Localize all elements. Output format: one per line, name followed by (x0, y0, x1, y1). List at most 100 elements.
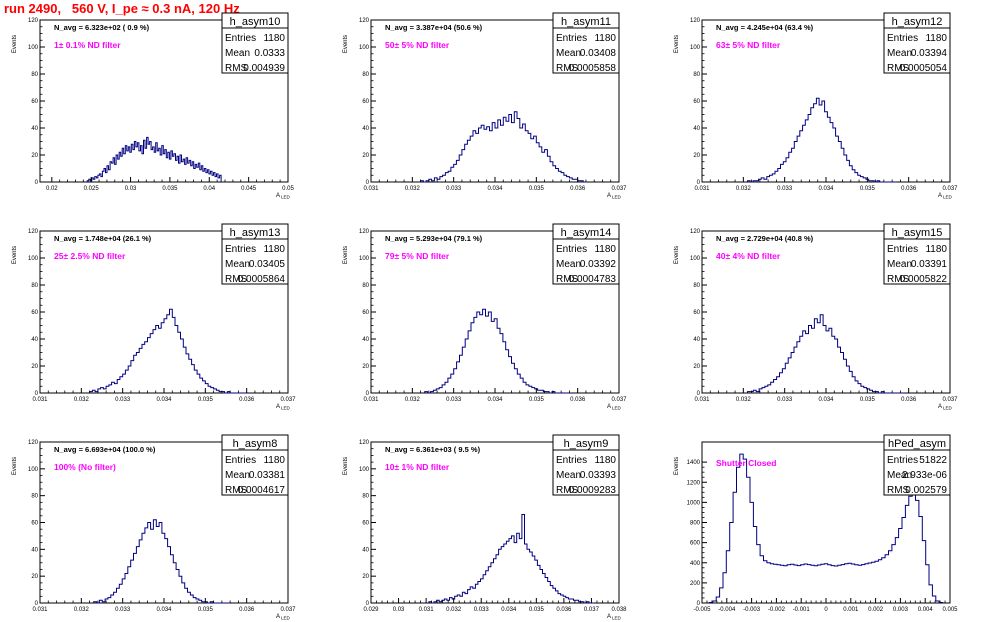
x-axis-label: ALED (607, 193, 622, 200)
histogram-line (86, 136, 222, 182)
stats-box: h_asym9 Entries 1180 Mean0.03393RMS0.000928… (552, 434, 620, 496)
histogram-line (420, 111, 586, 183)
y-tick-label: 120 (359, 440, 370, 446)
x-tick-label: 0.037 (280, 397, 296, 403)
y-tick-label: 80 (31, 283, 38, 289)
histogram-panel-h_asym9: 0.029 0.03 0.031 0.032 0.033 0.034 0.035 0.036 0… (343, 434, 627, 621)
x-tick-label: 0.035 (529, 397, 545, 403)
navg-annotation: N_avg = 1.748e+04 (26.1 %) (54, 234, 152, 243)
y-tick-label: 120 (28, 18, 39, 24)
x-tick-label: 0.045 (241, 186, 257, 192)
y-tick-label: 40 (362, 337, 369, 343)
stat-label: Entries (225, 455, 256, 466)
run-title: run 2490, 560 V, I_pe ≈ 0.3 nA, 120 Hz (4, 1, 240, 16)
x-tick-label: 0.036 (570, 397, 586, 403)
y-tick-label: 0 (366, 391, 370, 397)
stat-value: 1180 (263, 33, 285, 44)
y-tick-label: 60 (693, 310, 700, 316)
histogram-line (428, 514, 595, 604)
histogram-panel-h_asym13: 0.031 0.032 0.033 0.034 0.035 0.036 0.037 0 20 40… (12, 223, 296, 411)
x-tick-label: 0.034 (487, 397, 503, 403)
stat-value: 0.03405 (249, 259, 286, 270)
x-tick-label: 0.002 (868, 607, 884, 613)
x-tick-label: 0.033 (115, 397, 131, 403)
stat-label: RMS (556, 274, 579, 285)
stats-box-frame (552, 223, 620, 285)
x-tick-label: 0.031 (419, 607, 435, 613)
y-tick-label: 60 (362, 521, 369, 527)
y-tick-label: 20 (31, 574, 38, 580)
stat-value: 51822 (919, 455, 947, 466)
stat-label: RMS (887, 485, 910, 496)
stat-value: 0.0333 (254, 48, 285, 59)
x-tick-label: 0.037 (280, 607, 296, 613)
x-tick-label: 0.003 (893, 607, 909, 613)
stats-box-frame (883, 12, 951, 74)
x-tick-label: 0.035 (198, 397, 214, 403)
y-axis-label: Events (343, 457, 349, 475)
x-axis-label: ALED (938, 404, 953, 411)
histogram-line (89, 308, 247, 394)
x-tick-label: 0.031 (32, 607, 48, 613)
y-tick-label: 1000 (687, 500, 701, 506)
y-tick-label: 1400 (687, 460, 701, 466)
stat-value: 0.03381 (249, 470, 286, 481)
x-tick-label: 0.034 (501, 607, 517, 613)
y-tick-label: 80 (693, 283, 700, 289)
x-tick-label: 0.037 (942, 186, 958, 192)
stat-value: 1180 (594, 455, 616, 466)
x-tick-label: 0.035 (529, 186, 545, 192)
x-tick-label: 0.035 (529, 607, 545, 613)
x-tick-label: 0.032 (736, 397, 752, 403)
stat-label: Mean (225, 470, 250, 481)
stat-value: 0.0009283 (569, 485, 617, 496)
stat-value: 0.004939 (243, 63, 285, 74)
x-tick-label: 0.029 (363, 607, 379, 613)
stat-value: 1180 (925, 244, 947, 255)
histogram-panel-hPed_asym: -0.005 -0.004 -0.003 -0.002 -0.001 0 0.001 0.00… (674, 434, 958, 613)
stat-value: 1180 (263, 455, 285, 466)
y-tick-label: 0 (35, 391, 39, 397)
stat-label: RMS (225, 485, 248, 496)
y-tick-label: 80 (31, 494, 38, 500)
x-tick-label: 0.033 (446, 186, 462, 192)
stat-label: Mean (225, 48, 250, 59)
x-axis-label-subscript: LED (612, 616, 622, 621)
x-tick-label: 0.025 (84, 186, 100, 192)
y-tick-label: 120 (690, 18, 701, 24)
x-tick-label: 0.032 (74, 397, 90, 403)
stats-name: h_asym8 (233, 438, 278, 450)
x-tick-label: 0.038 (611, 607, 627, 613)
stats-box-frame (221, 12, 289, 74)
stat-value: 1180 (594, 244, 616, 255)
y-tick-label: 20 (693, 153, 700, 159)
y-tick-label: 20 (693, 364, 700, 370)
x-tick-label: 0.03 (125, 186, 137, 192)
stats-box-frame (883, 223, 951, 285)
x-tick-label: 0.001 (843, 607, 859, 613)
y-tick-label: 200 (690, 581, 701, 587)
navg-annotation: N_avg = 5.293e+04 (79.1 %) (385, 234, 483, 243)
navg-annotation: N_avg = 3.387e+04 (50.6 %) (385, 23, 483, 32)
stat-value: 0.0005864 (238, 274, 286, 285)
stat-label: Entries (225, 244, 256, 255)
y-axis-label: Events (343, 246, 349, 264)
stat-value: 0.03391 (911, 259, 948, 270)
stat-value: 0.0005822 (900, 274, 948, 285)
x-tick-label: 0.03 (393, 607, 405, 613)
x-axis-label-subscript: LED (281, 616, 291, 621)
histogram-panel-h_asym14: 0.031 0.032 0.033 0.034 0.035 0.036 0.037 0 20 40… (343, 223, 627, 411)
x-tick-label: 0.032 (736, 186, 752, 192)
y-tick-label: 0 (366, 180, 370, 186)
stat-value: 2.933e-06 (902, 470, 947, 481)
x-tick-label: 0.034 (156, 607, 172, 613)
y-tick-label: 80 (362, 494, 369, 500)
x-tick-label: 0.032 (74, 607, 90, 613)
stat-value: 0.03408 (580, 48, 617, 59)
x-tick-label: 0.034 (818, 397, 834, 403)
y-axis-label: Events (12, 246, 18, 264)
y-tick-label: 60 (31, 521, 38, 527)
y-tick-label: 60 (693, 99, 700, 105)
filter-label: 50± 5% ND filter (385, 40, 450, 50)
